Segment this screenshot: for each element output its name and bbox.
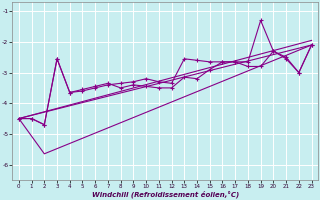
X-axis label: Windchill (Refroidissement éolien,°C): Windchill (Refroidissement éolien,°C) <box>92 190 239 198</box>
